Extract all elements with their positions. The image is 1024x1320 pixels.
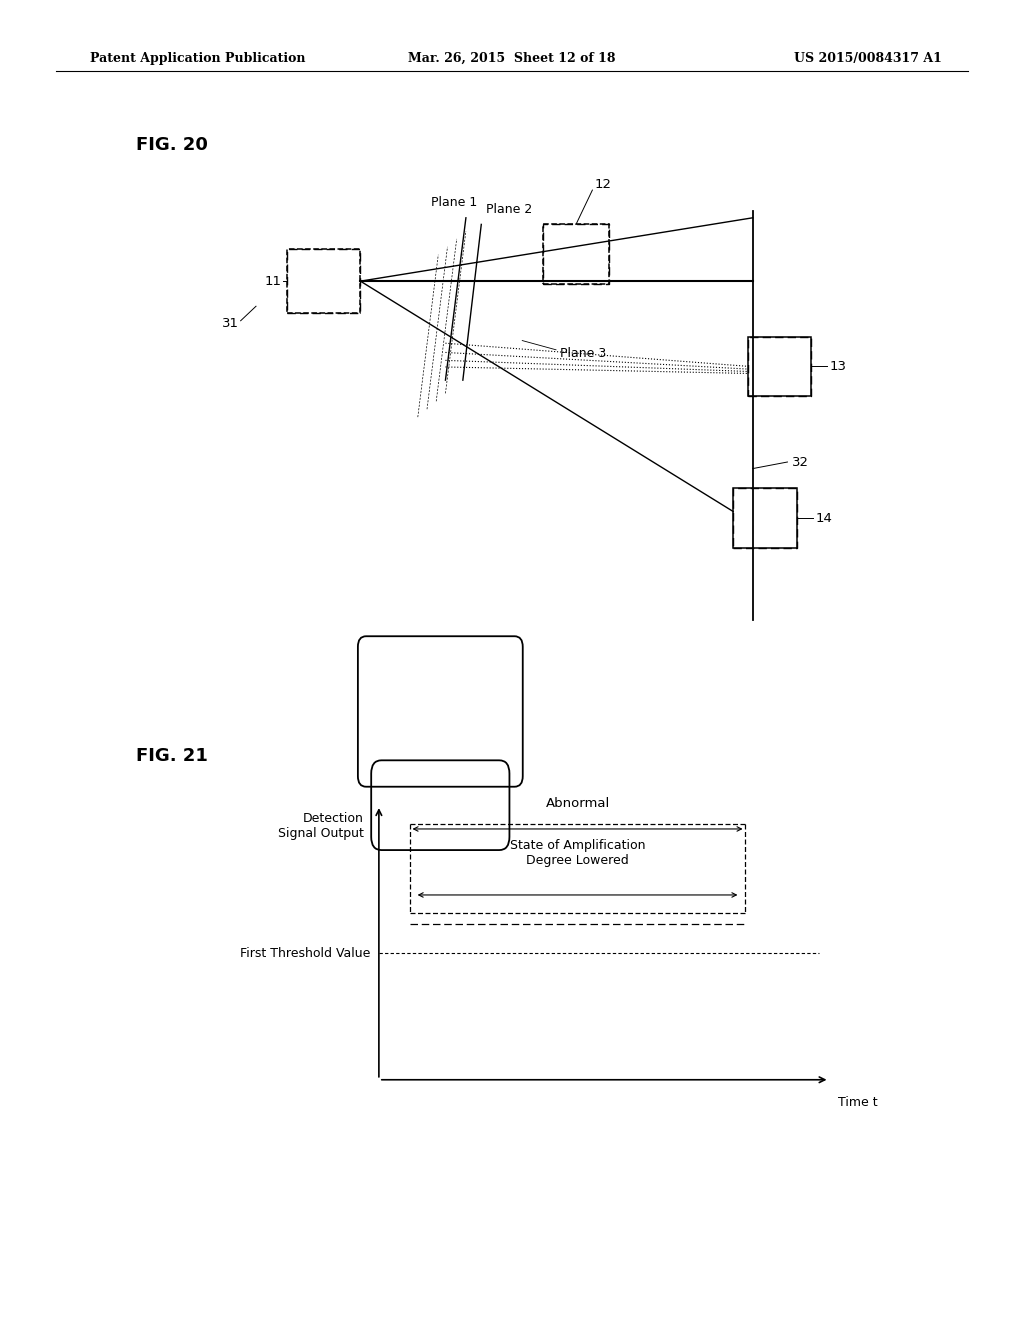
Text: 14: 14 (815, 512, 831, 524)
Text: Plane 1: Plane 1 (430, 195, 477, 209)
Text: Plane 2: Plane 2 (486, 203, 532, 216)
Text: 31: 31 (221, 317, 239, 330)
Text: US 2015/0084317 A1: US 2015/0084317 A1 (795, 51, 942, 65)
Text: FIG. 21: FIG. 21 (136, 747, 208, 766)
Text: Time t: Time t (838, 1096, 878, 1109)
Text: 11: 11 (264, 275, 282, 288)
Bar (543, 224, 609, 284)
Bar (543, 224, 609, 284)
Bar (733, 488, 797, 548)
Text: 32: 32 (792, 455, 809, 469)
Text: State of Amplification
Degree Lowered: State of Amplification Degree Lowered (510, 838, 645, 867)
Text: 12: 12 (594, 178, 611, 191)
Bar (733, 488, 797, 548)
Text: Detection
Signal Output: Detection Signal Output (278, 812, 364, 840)
Text: First Threshold Value: First Threshold Value (241, 946, 371, 960)
Bar (748, 337, 811, 396)
Text: 13: 13 (829, 360, 847, 372)
Text: Plane 3: Plane 3 (560, 347, 606, 360)
Text: Abnormal: Abnormal (546, 797, 609, 810)
Text: Patent Application Publication: Patent Application Publication (90, 51, 305, 65)
Bar (287, 249, 360, 313)
Bar (748, 337, 811, 396)
Text: Mar. 26, 2015  Sheet 12 of 18: Mar. 26, 2015 Sheet 12 of 18 (409, 51, 615, 65)
Bar (287, 249, 360, 313)
Text: FIG. 20: FIG. 20 (136, 136, 208, 154)
